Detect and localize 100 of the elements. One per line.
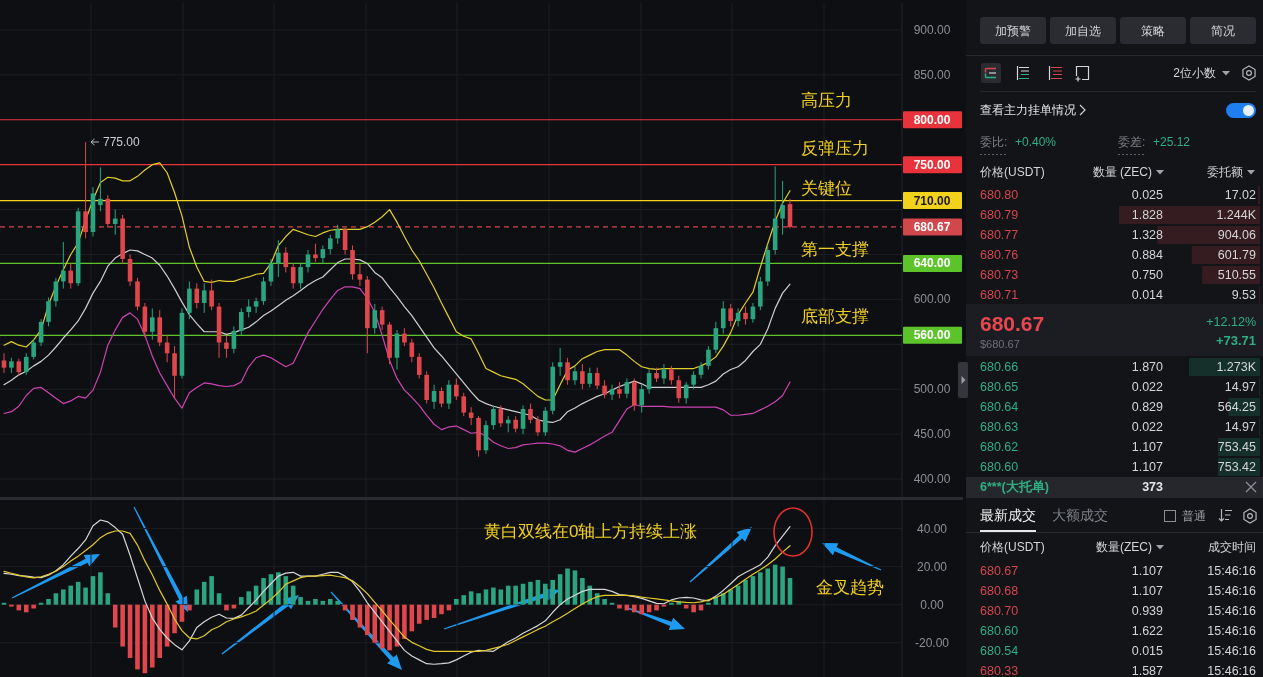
bar	[416, 604, 422, 624]
text: $680.67	[980, 338, 1020, 350]
bar	[216, 593, 222, 605]
y-tick-label: 680.63	[980, 420, 1019, 434]
bar	[513, 585, 518, 605]
text: 价格(USDT)	[979, 540, 1045, 554]
bar	[135, 604, 140, 670]
bar	[313, 598, 318, 605]
text: 委比:	[980, 135, 1008, 149]
candlestick	[335, 224, 340, 245]
text: 1.107	[1131, 564, 1164, 578]
candlestick	[357, 262, 363, 287]
y-tick-label: 500.00	[913, 382, 951, 397]
bar	[238, 597, 244, 605]
text: 策略	[1141, 25, 1165, 37]
y-tick-label: 680.77	[980, 228, 1019, 242]
bar	[780, 566, 785, 605]
y-tick-label: 680.71	[980, 288, 1019, 302]
y-tick-label: 450.00	[913, 427, 951, 442]
text: 2位小数	[1173, 66, 1216, 80]
bar	[112, 604, 118, 628]
candlestick	[194, 282, 200, 309]
text: 反弹压力	[801, 138, 869, 158]
bar	[157, 604, 163, 658]
ref-line-label: 560.00	[913, 328, 951, 343]
bar	[305, 600, 311, 605]
text: 查看主力挂单情况	[980, 103, 1076, 117]
ref-line-label: 710.00	[913, 193, 951, 208]
text: 15:46:16	[1207, 624, 1257, 638]
ref-line-label: 800.00	[913, 112, 951, 127]
bar	[468, 591, 474, 605]
text: 加自选	[1065, 25, 1101, 37]
y-tick-label: 0.00	[920, 597, 944, 612]
y-tick-label: 400.00	[913, 472, 951, 487]
bar	[387, 604, 392, 651]
bar	[402, 604, 407, 639]
candlestick	[557, 347, 563, 377]
text: 委托额	[1207, 165, 1243, 179]
bar	[758, 572, 763, 605]
bar	[298, 597, 303, 605]
text: +25.12	[1153, 135, 1191, 149]
bar	[372, 604, 378, 643]
bar	[105, 593, 111, 605]
candlestick	[201, 282, 207, 314]
bar	[550, 579, 556, 605]
bar	[543, 583, 548, 605]
text: 15:46:16	[1207, 584, 1257, 598]
bar	[505, 585, 511, 605]
candlestick	[461, 392, 467, 417]
candlestick	[283, 246, 289, 273]
candlestick	[669, 365, 674, 386]
candlestick	[491, 404, 496, 431]
text: 加预警	[995, 25, 1031, 37]
candlestick	[454, 377, 459, 401]
ref-line-label: 640.00	[913, 256, 951, 271]
candlestick	[253, 297, 259, 314]
bar	[498, 589, 504, 605]
candlestick	[112, 209, 118, 236]
text: 价格(USDT)	[979, 165, 1045, 179]
candlestick	[543, 406, 548, 437]
bar	[209, 576, 214, 605]
bar	[765, 568, 771, 605]
bar	[491, 587, 496, 605]
bar	[194, 589, 200, 605]
y-tick-label: 680.66	[980, 360, 1019, 374]
candlestick	[609, 384, 615, 401]
candlestick	[1, 352, 7, 374]
bar	[246, 591, 251, 605]
text: 数量(ZEC)	[1096, 540, 1152, 554]
bar	[691, 604, 696, 613]
data-label: 14.97	[1224, 380, 1257, 394]
annotation: 0.025	[1131, 188, 1164, 202]
candlestick	[565, 357, 570, 386]
text: 底部支撑	[801, 306, 869, 326]
line-series	[3, 286, 791, 453]
bar	[528, 581, 533, 605]
y-tick-label: 680.80	[980, 188, 1019, 202]
bar	[631, 604, 637, 613]
data-label: 17.02	[1224, 188, 1257, 202]
bar	[83, 587, 88, 605]
bar	[46, 598, 51, 605]
text: 1.107	[1131, 440, 1164, 454]
text: 0.015	[1131, 644, 1164, 658]
annotation: 775.00	[103, 135, 141, 149]
y-tick-label: 680.76	[980, 248, 1019, 262]
bar	[68, 585, 74, 605]
text: 15:46:16	[1207, 644, 1257, 658]
bar	[461, 595, 467, 605]
bar	[201, 581, 207, 605]
candlestick	[528, 403, 533, 424]
candlestick	[379, 306, 385, 331]
text: 简况	[1211, 25, 1235, 37]
annotation: 黄白双线在0轴上方持续上涨	[484, 521, 698, 541]
text: 15:46:16	[1207, 604, 1257, 618]
bar	[335, 600, 340, 605]
candlestick	[83, 141, 88, 239]
candlestick	[172, 345, 177, 399]
bar	[439, 604, 444, 615]
candlestick	[298, 262, 303, 290]
text: 关键位	[801, 178, 852, 198]
